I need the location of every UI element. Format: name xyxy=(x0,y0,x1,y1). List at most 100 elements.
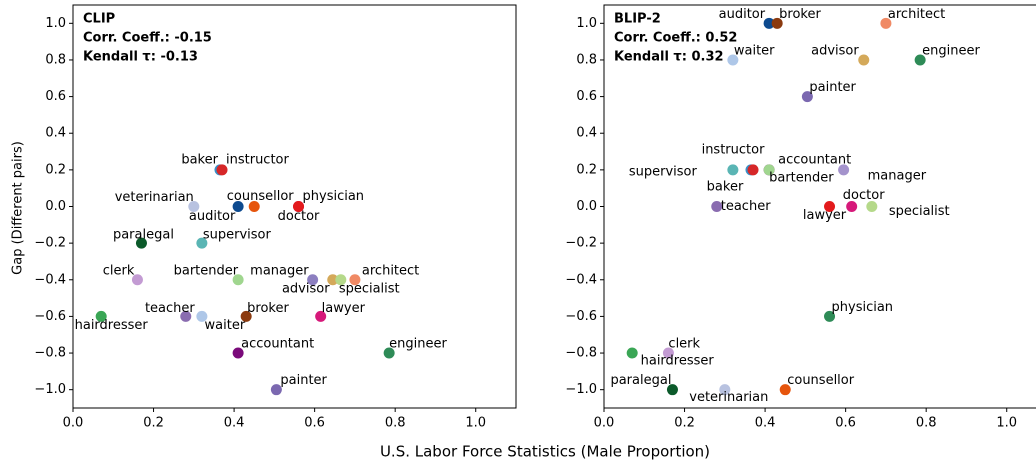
point-label: broker xyxy=(779,7,821,22)
x-tick-label: 0.2 xyxy=(143,416,164,431)
point-label: clerk xyxy=(668,337,700,352)
y-tick-label: −1.0 xyxy=(565,382,597,397)
panel-stat: Kendall τ: 0.32 xyxy=(614,50,724,65)
point xyxy=(335,274,347,286)
point xyxy=(188,201,200,212)
point-label: broker xyxy=(247,301,289,316)
point xyxy=(383,347,395,359)
point-label: supervisor xyxy=(203,228,272,243)
point xyxy=(858,54,870,66)
point xyxy=(763,164,775,176)
y-tick-label: −0.2 xyxy=(565,236,597,251)
y-tick-label: 0.6 xyxy=(45,89,66,104)
y-tick-label: −0.8 xyxy=(565,346,597,361)
y-tick-label: 1.0 xyxy=(576,16,597,31)
point-label: manager xyxy=(868,168,927,183)
x-tick-label: 0.0 xyxy=(594,416,615,431)
point xyxy=(293,201,305,212)
point-label: engineer xyxy=(922,43,980,58)
point xyxy=(232,347,244,359)
point xyxy=(838,164,850,176)
point-label: painter xyxy=(280,373,327,388)
point-label: hairdresser xyxy=(75,318,149,333)
point xyxy=(801,91,813,103)
point-label: hairdresser xyxy=(641,354,715,369)
point xyxy=(95,310,107,322)
point-label: architect xyxy=(362,263,419,278)
x-tick-label: 0.8 xyxy=(916,416,937,431)
point xyxy=(747,164,759,176)
y-tick-label: −0.8 xyxy=(34,346,66,361)
point xyxy=(349,274,361,286)
y-tick-label: −0.6 xyxy=(34,309,66,324)
point xyxy=(232,274,244,286)
point-label: teacher xyxy=(145,301,195,316)
point-label: doctor xyxy=(278,209,320,224)
point xyxy=(846,201,858,212)
point-label: specialist xyxy=(889,204,950,219)
x-axis-label: U.S. Labor Force Statistics (Male Propor… xyxy=(380,443,710,461)
panel-stat: Kendall τ: -0.13 xyxy=(83,50,198,65)
point-label: physician xyxy=(303,189,365,204)
point-label: baker xyxy=(181,152,218,167)
panel-title: CLIP xyxy=(83,12,115,27)
x-tick-label: 0.2 xyxy=(674,416,695,431)
y-tick-label: 0.4 xyxy=(45,126,66,141)
point xyxy=(135,237,147,249)
y-tick-label: 0.6 xyxy=(576,89,597,104)
point-label: supervisor xyxy=(629,164,698,179)
point xyxy=(626,347,638,359)
point-label: advisor xyxy=(282,281,330,296)
y-tick-label: 0.2 xyxy=(576,162,597,177)
x-tick-label: 0.6 xyxy=(835,416,856,431)
point xyxy=(270,384,282,396)
y-tick-label: −0.2 xyxy=(34,236,66,251)
point-label: lawyer xyxy=(322,301,366,316)
point-label: instructor xyxy=(226,152,290,167)
point xyxy=(327,274,339,286)
point-label: teacher xyxy=(721,199,771,214)
point xyxy=(240,310,252,322)
x-tick-label: 0.6 xyxy=(304,416,325,431)
point-label: auditor xyxy=(189,209,236,224)
point xyxy=(180,310,192,322)
y-tick-label: −1.0 xyxy=(34,382,66,397)
point-label: counsellor xyxy=(787,373,855,388)
point xyxy=(880,17,892,29)
point xyxy=(824,310,836,322)
y-tick-label: 0.4 xyxy=(576,126,597,141)
point-label: accountant xyxy=(241,337,314,352)
point-label: doctor xyxy=(843,188,885,203)
panel-stat: Corr. Coeff.: -0.15 xyxy=(83,31,212,46)
point-label: bartender xyxy=(174,263,239,278)
point-label: waiter xyxy=(205,318,246,333)
point xyxy=(711,201,723,212)
point-label: manager xyxy=(250,263,309,278)
point xyxy=(666,384,678,396)
point-label: bartender xyxy=(769,170,834,185)
point-label: instructor xyxy=(702,142,766,157)
point xyxy=(315,310,327,322)
point-label: lawyer xyxy=(803,208,847,223)
y-axis-label: Gap (Different pairs) xyxy=(11,141,26,275)
point-label: clerk xyxy=(103,263,135,278)
point xyxy=(779,384,791,396)
x-tick-label: 0.0 xyxy=(63,416,84,431)
point-label: advisor xyxy=(811,43,859,58)
point xyxy=(307,274,319,286)
point-label: counsellor xyxy=(227,189,295,204)
panel-title: BLIP-2 xyxy=(614,12,661,27)
y-tick-label: 0.0 xyxy=(576,199,597,214)
point xyxy=(662,347,674,359)
point-label: architect xyxy=(888,7,945,22)
point-label: auditor xyxy=(719,7,766,22)
y-tick-label: −0.6 xyxy=(565,309,597,324)
point xyxy=(131,274,143,286)
point xyxy=(771,17,783,29)
y-tick-label: −0.4 xyxy=(34,272,66,287)
point-label: veterinarian xyxy=(115,190,194,205)
x-tick-label: 0.8 xyxy=(385,416,406,431)
point xyxy=(763,17,775,29)
x-tick-label: 1.0 xyxy=(996,416,1017,431)
